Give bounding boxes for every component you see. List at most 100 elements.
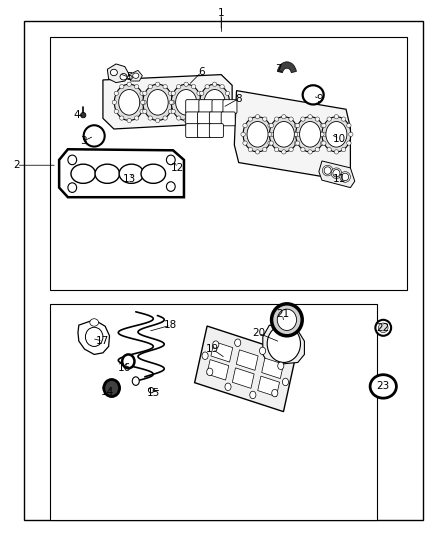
Text: 7: 7 (275, 64, 282, 74)
Ellipse shape (200, 91, 204, 95)
Ellipse shape (327, 117, 332, 121)
Ellipse shape (205, 116, 209, 120)
Ellipse shape (68, 183, 77, 192)
Ellipse shape (176, 90, 197, 115)
Ellipse shape (155, 118, 160, 123)
Polygon shape (258, 376, 279, 397)
Ellipse shape (84, 125, 105, 147)
Ellipse shape (120, 74, 127, 80)
Ellipse shape (155, 82, 160, 86)
Ellipse shape (268, 141, 272, 145)
Text: 19: 19 (206, 344, 219, 354)
Ellipse shape (273, 122, 294, 147)
Ellipse shape (213, 341, 219, 349)
Polygon shape (234, 91, 350, 181)
Ellipse shape (120, 85, 124, 89)
FancyBboxPatch shape (221, 112, 235, 126)
Ellipse shape (322, 132, 327, 136)
FancyBboxPatch shape (198, 124, 212, 138)
Ellipse shape (119, 90, 140, 115)
Ellipse shape (321, 124, 325, 128)
Ellipse shape (321, 141, 325, 145)
Ellipse shape (171, 109, 176, 114)
Ellipse shape (148, 387, 154, 393)
Polygon shape (107, 64, 129, 83)
Ellipse shape (340, 172, 350, 182)
Ellipse shape (212, 82, 217, 86)
Text: 14: 14 (101, 387, 114, 397)
FancyBboxPatch shape (223, 100, 237, 114)
Ellipse shape (140, 91, 144, 95)
Polygon shape (263, 325, 304, 365)
Ellipse shape (247, 122, 268, 147)
Ellipse shape (95, 164, 120, 183)
Ellipse shape (119, 164, 144, 183)
Ellipse shape (71, 164, 95, 183)
Ellipse shape (269, 141, 273, 145)
Text: 21: 21 (276, 310, 289, 319)
Ellipse shape (308, 150, 312, 154)
FancyBboxPatch shape (209, 112, 223, 126)
Ellipse shape (202, 352, 208, 359)
Ellipse shape (294, 141, 299, 145)
Ellipse shape (248, 148, 252, 152)
Text: 22: 22 (377, 323, 390, 333)
Ellipse shape (296, 132, 300, 136)
Ellipse shape (282, 115, 286, 119)
Ellipse shape (134, 85, 139, 89)
Ellipse shape (122, 354, 134, 368)
Bar (50, 37, 407, 290)
Ellipse shape (270, 132, 274, 136)
Ellipse shape (81, 112, 86, 118)
Ellipse shape (324, 167, 331, 174)
Text: 8: 8 (235, 94, 242, 103)
Ellipse shape (120, 116, 124, 120)
Ellipse shape (259, 347, 265, 354)
Ellipse shape (148, 116, 152, 120)
Ellipse shape (127, 118, 131, 123)
Ellipse shape (163, 116, 167, 120)
Ellipse shape (171, 91, 176, 95)
Ellipse shape (370, 375, 396, 398)
FancyBboxPatch shape (198, 112, 212, 126)
FancyBboxPatch shape (186, 112, 200, 126)
Ellipse shape (114, 84, 144, 120)
Ellipse shape (225, 91, 230, 95)
Ellipse shape (262, 117, 267, 121)
Text: 23: 23 (377, 382, 390, 391)
Wedge shape (277, 62, 297, 72)
Ellipse shape (68, 155, 77, 165)
Ellipse shape (207, 368, 213, 376)
Ellipse shape (199, 100, 203, 104)
Ellipse shape (243, 141, 247, 145)
Bar (50, 304, 377, 520)
Ellipse shape (334, 115, 339, 119)
Ellipse shape (267, 132, 272, 136)
Ellipse shape (272, 304, 302, 336)
Ellipse shape (295, 124, 300, 128)
Ellipse shape (197, 91, 201, 95)
Ellipse shape (133, 73, 139, 78)
Ellipse shape (112, 100, 117, 104)
Text: 15: 15 (147, 388, 160, 398)
Ellipse shape (220, 116, 224, 120)
Polygon shape (59, 149, 184, 197)
Ellipse shape (110, 69, 117, 76)
Ellipse shape (347, 124, 351, 128)
Ellipse shape (321, 141, 326, 145)
Text: 11: 11 (333, 174, 346, 183)
Ellipse shape (114, 91, 119, 95)
Ellipse shape (334, 150, 339, 154)
FancyBboxPatch shape (209, 124, 223, 138)
Ellipse shape (177, 85, 181, 89)
Text: 13: 13 (123, 174, 136, 183)
Text: 5: 5 (126, 72, 133, 82)
Ellipse shape (378, 323, 388, 333)
Ellipse shape (200, 84, 230, 120)
Ellipse shape (225, 383, 231, 391)
Ellipse shape (300, 148, 305, 152)
Ellipse shape (375, 320, 391, 336)
Ellipse shape (166, 155, 175, 165)
Polygon shape (237, 350, 258, 370)
Ellipse shape (191, 116, 196, 120)
